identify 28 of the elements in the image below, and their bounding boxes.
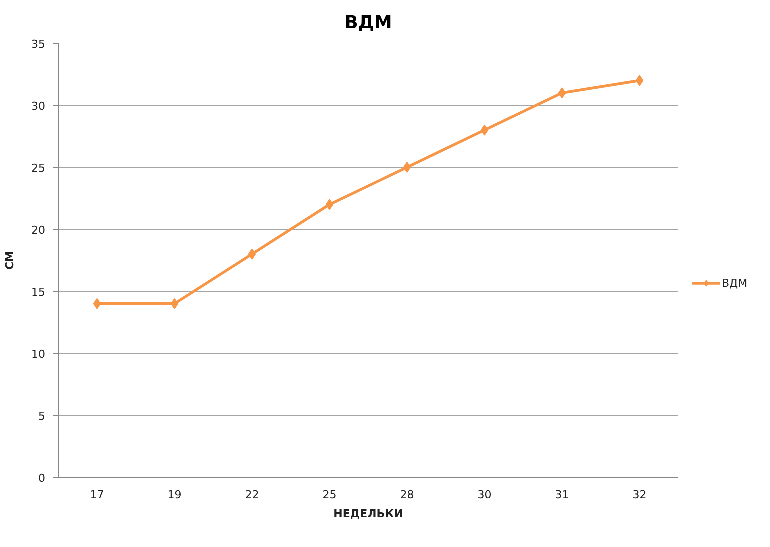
y-tick-label: 5 [38,410,46,423]
x-tick-label: 31 [555,488,570,502]
point [480,124,489,136]
x-tick-label: 25 [322,488,337,502]
y-tick-label: 35 [32,38,46,51]
x-tick-label: 22 [245,488,260,502]
point [636,75,644,86]
x-tick-label: 19 [168,488,182,502]
x-tick-label: 32 [632,488,647,502]
y-tick-label: 0 [38,472,46,485]
y-tick-label: 25 [32,162,46,175]
x-tick-label: 28 [400,488,414,502]
legend-label: ВДМ [722,276,748,290]
chart-title: ВДМ [344,12,392,34]
point [170,298,179,310]
point [93,298,102,310]
y-tick-label: 10 [32,348,46,361]
point [248,248,256,260]
point [558,88,566,99]
x-tick-label: 30 [478,488,492,502]
y-axis-title: СМ [4,250,17,270]
x-tick-label: 17 [90,488,104,502]
x-axis-title: НЕДЕЛЬКИ [334,508,404,520]
point [326,199,334,210]
y-tick-label: 20 [32,224,46,237]
point [403,162,412,173]
y-tick-label: 15 [32,286,46,299]
y-tick-label: 30 [32,100,46,113]
